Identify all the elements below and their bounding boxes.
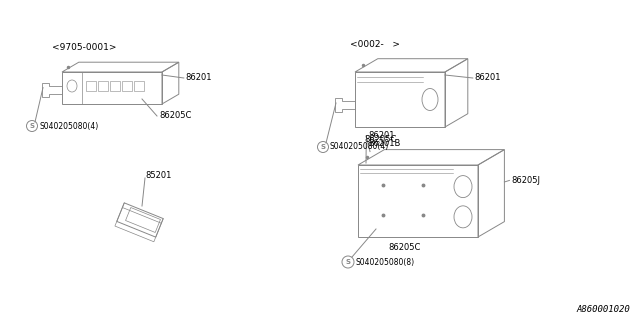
Text: S: S <box>29 123 35 129</box>
Text: 86201: 86201 <box>186 74 212 83</box>
Bar <box>122 81 132 91</box>
Text: S040205080(8): S040205080(8) <box>356 258 415 267</box>
Text: 86205C: 86205C <box>364 134 396 143</box>
Text: 86201: 86201 <box>368 131 395 140</box>
Text: S040205080(4): S040205080(4) <box>330 142 389 151</box>
Text: S040205080(4): S040205080(4) <box>39 122 99 131</box>
Text: 86205C: 86205C <box>388 243 420 252</box>
Text: <9705-0001>: <9705-0001> <box>52 43 116 52</box>
Text: 86201B: 86201B <box>368 139 401 148</box>
Text: 85201: 85201 <box>145 171 172 180</box>
Text: 86205C: 86205C <box>159 111 191 121</box>
Bar <box>110 81 120 91</box>
Text: A860001020: A860001020 <box>576 305 630 314</box>
Bar <box>86 81 96 91</box>
Bar <box>98 81 108 91</box>
Text: S: S <box>346 259 351 265</box>
Text: S: S <box>321 144 326 150</box>
Text: 86201: 86201 <box>475 74 501 83</box>
Text: <0002-   >: <0002- > <box>350 40 400 49</box>
Bar <box>134 81 144 91</box>
Text: 86205J: 86205J <box>511 176 540 185</box>
